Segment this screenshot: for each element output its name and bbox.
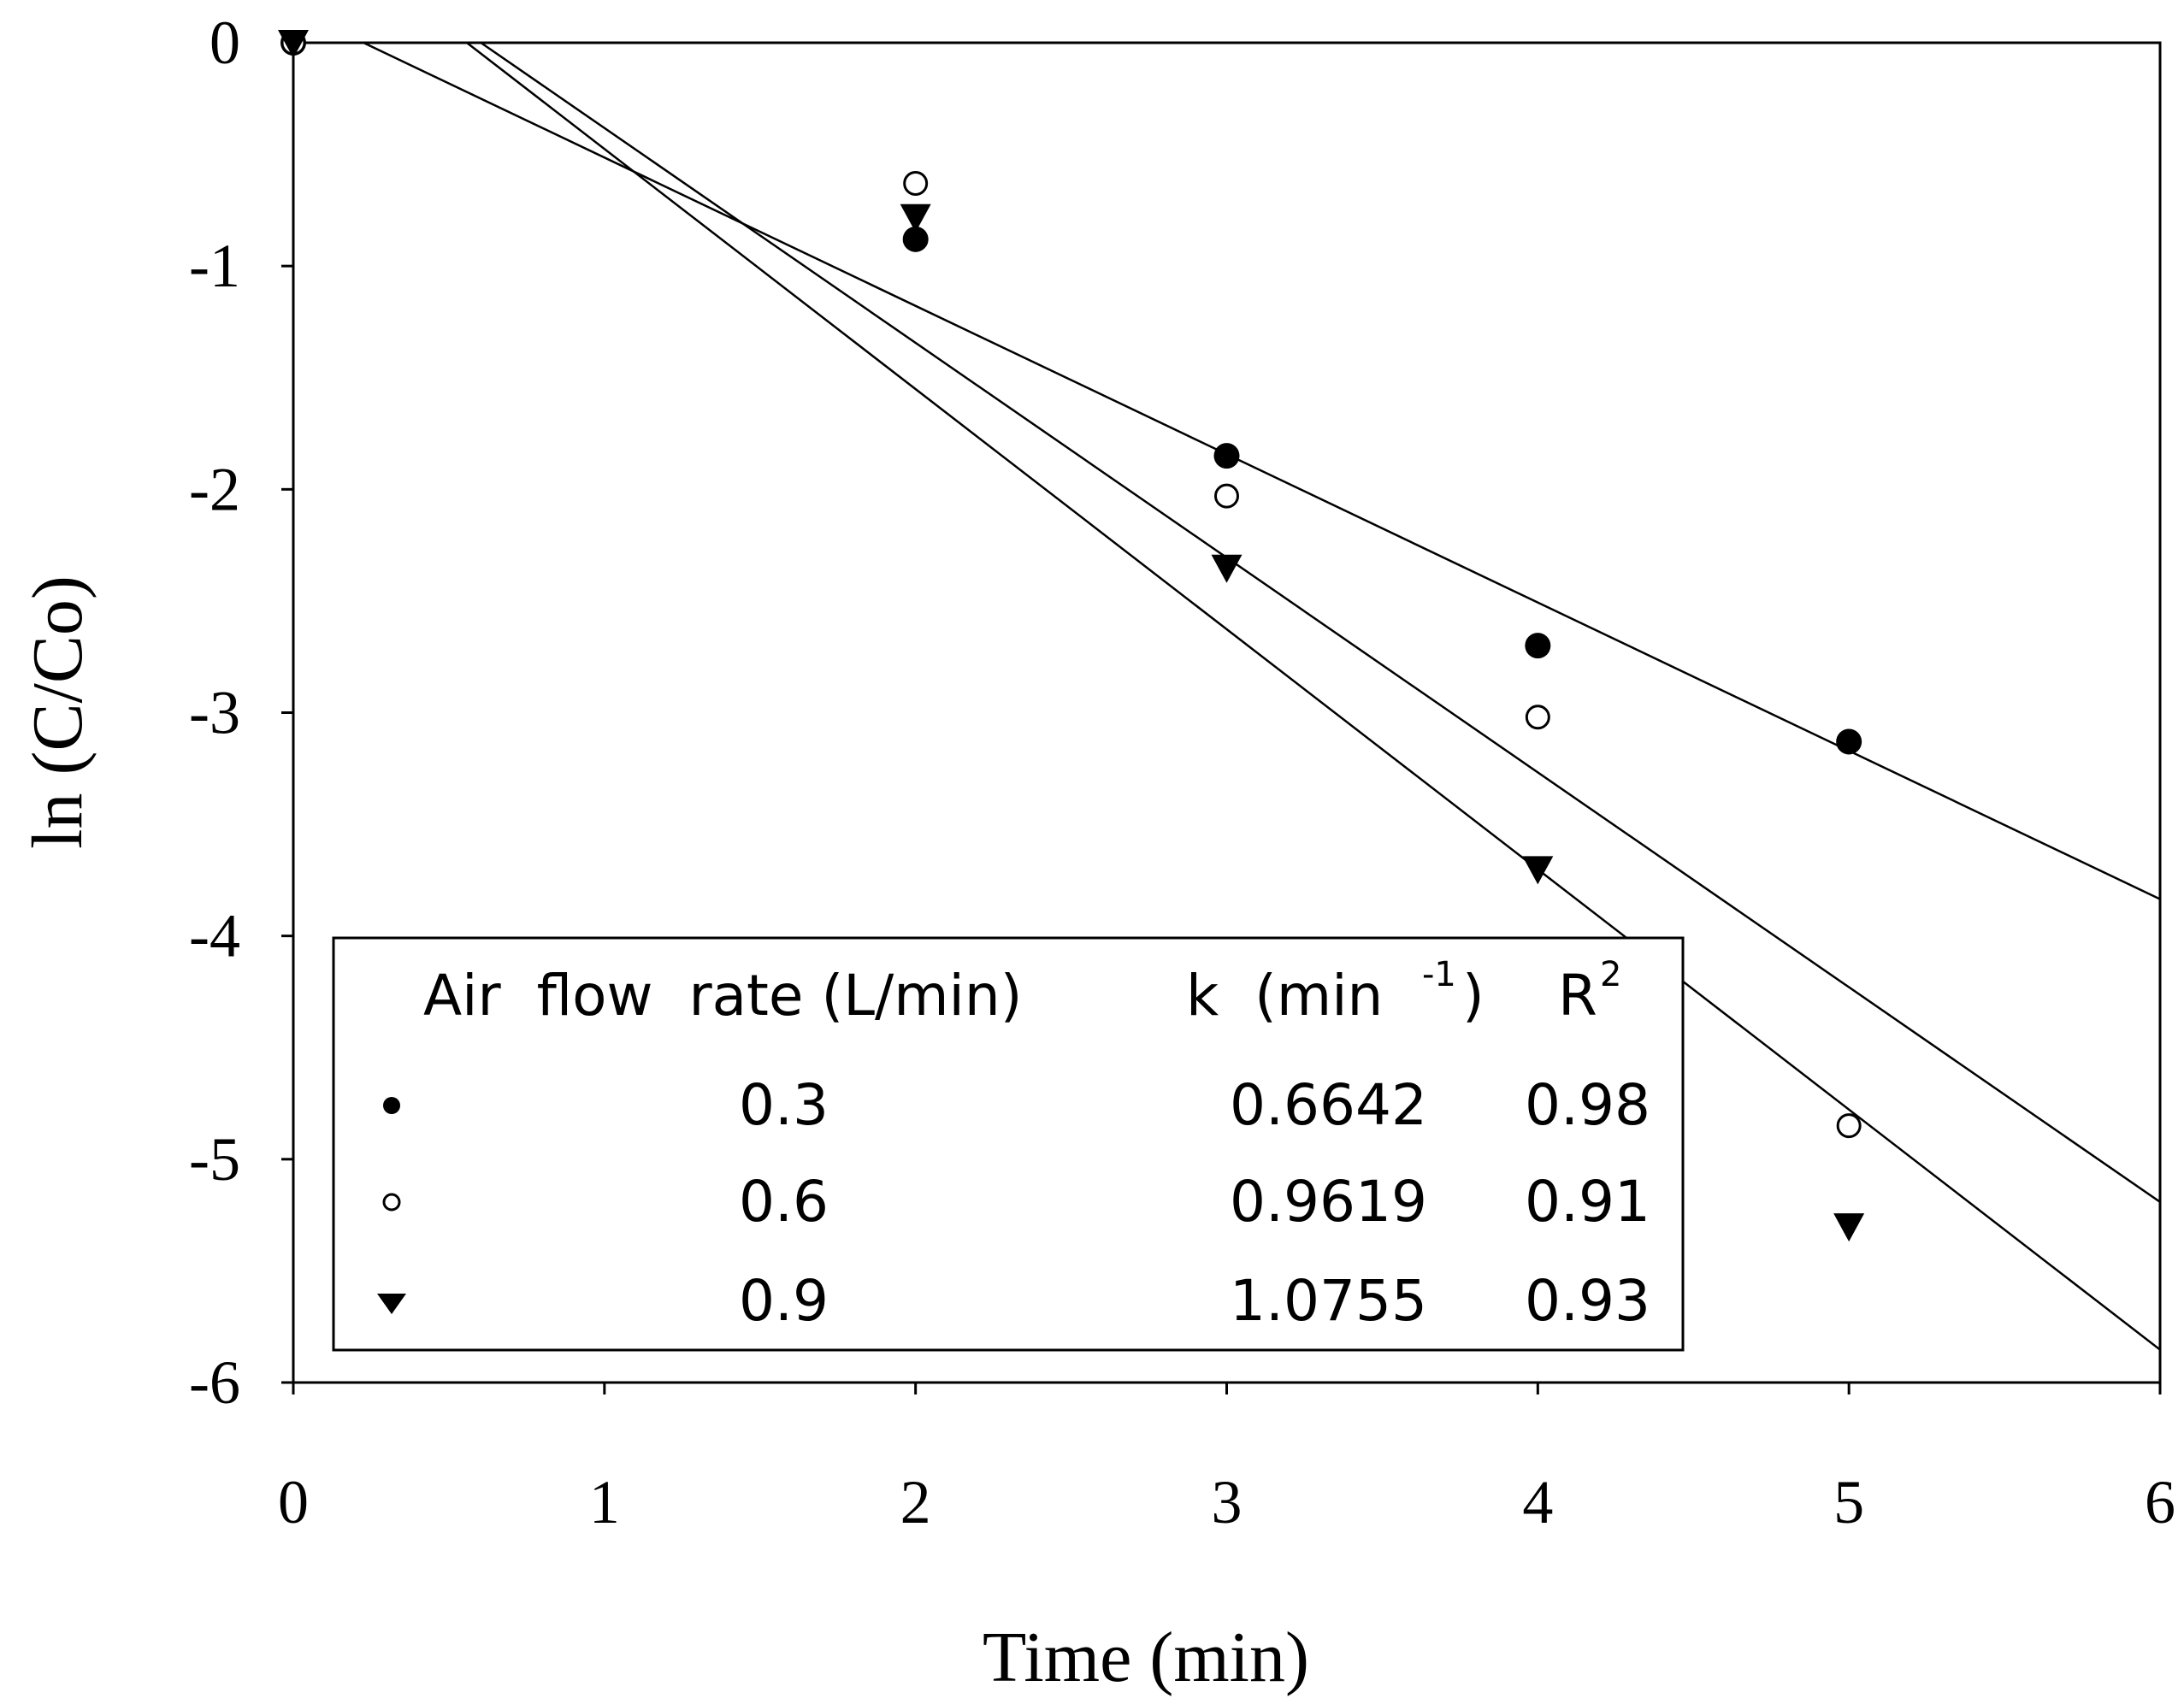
x-axis-title: Time (min) xyxy=(983,1618,1309,1697)
legend-table: Air flow rate (L/min) k (min -1 ) R 2 0.… xyxy=(332,936,1685,1352)
point-filled-triangle-down-3 xyxy=(1522,856,1554,885)
legend-marker-triangle xyxy=(377,1294,406,1314)
legend-k-2: 1.0755 xyxy=(1230,1268,1427,1334)
legend-flow-0: 0.3 xyxy=(739,1072,829,1138)
y-tick-label-1: -1 xyxy=(189,232,240,300)
legend-r2-0: 0.98 xyxy=(1525,1072,1650,1138)
y-tick-label-5: -5 xyxy=(189,1125,240,1194)
legend-flow-2: 0.9 xyxy=(739,1268,829,1334)
legend-r2-2: 0.93 xyxy=(1525,1268,1650,1334)
legend-flow-1: 0.6 xyxy=(739,1169,829,1235)
data-points xyxy=(278,30,1865,1242)
y-tick-label-3: -3 xyxy=(189,679,240,747)
legend-header-k: k (min xyxy=(1186,963,1383,1029)
fit-lines xyxy=(363,41,2161,1351)
x-tick-label-0: 0 xyxy=(278,1468,309,1536)
legend-header-r-sup: 2 xyxy=(1600,955,1621,994)
x-tick-labels: 0 1 2 3 4 5 6 xyxy=(278,1468,2175,1536)
point-filled-triangle-down-4 xyxy=(1833,1213,1865,1242)
fit-line-0 xyxy=(363,41,2161,900)
y-tick-label-2: -2 xyxy=(189,455,240,523)
legend-marker-filled-circle xyxy=(383,1097,400,1114)
point-filled-triangle-down-0 xyxy=(278,30,309,58)
point-filled-triangle-down-2 xyxy=(1211,554,1243,583)
legend-header-r: R xyxy=(1558,963,1597,1029)
legend-header-k-sup: -1 xyxy=(1422,955,1456,994)
point-open-circle-3 xyxy=(1525,705,1550,730)
point-filled-circle-1 xyxy=(902,226,929,252)
fit-line-2 xyxy=(466,42,2161,1351)
point-filled-triangle-down-1 xyxy=(900,203,931,233)
x-tick-label-4: 4 xyxy=(1522,1468,1553,1536)
legend-header-k-close: ) xyxy=(1462,963,1485,1029)
legend-k-1: 0.9619 xyxy=(1230,1169,1427,1235)
x-tick-label-6: 6 xyxy=(2145,1468,2175,1536)
y-tick-label-6: -6 xyxy=(189,1348,240,1417)
x-tick-label-3: 3 xyxy=(1212,1468,1243,1536)
fit-line-1 xyxy=(480,41,2161,1203)
y-tick-label-0: 0 xyxy=(210,9,240,77)
x-tick-label-1: 1 xyxy=(589,1468,620,1536)
point-filled-circle-3 xyxy=(1525,633,1551,659)
y-axis-title: ln (C/Co) xyxy=(18,575,97,849)
x-tick-label-2: 2 xyxy=(900,1468,931,1536)
legend-k-0: 0.6642 xyxy=(1230,1072,1427,1138)
legend-r2-1: 0.91 xyxy=(1525,1169,1650,1235)
point-open-circle-4 xyxy=(1836,1113,1862,1139)
legend-box xyxy=(332,936,1685,1352)
y-tick-label-4: -4 xyxy=(189,902,240,970)
x-tick-label-5: 5 xyxy=(1833,1468,1864,1536)
legend-header-flow: Air flow rate (L/min) xyxy=(423,963,1022,1029)
y-tick-labels: 0 -1 -2 -3 -4 -5 -6 xyxy=(189,9,240,1417)
point-open-circle-1 xyxy=(903,171,929,197)
point-filled-circle-2 xyxy=(1213,443,1240,469)
point-open-circle-2 xyxy=(1214,483,1239,509)
point-filled-circle-4 xyxy=(1836,728,1862,755)
legend-marker-open-circle xyxy=(382,1193,401,1212)
